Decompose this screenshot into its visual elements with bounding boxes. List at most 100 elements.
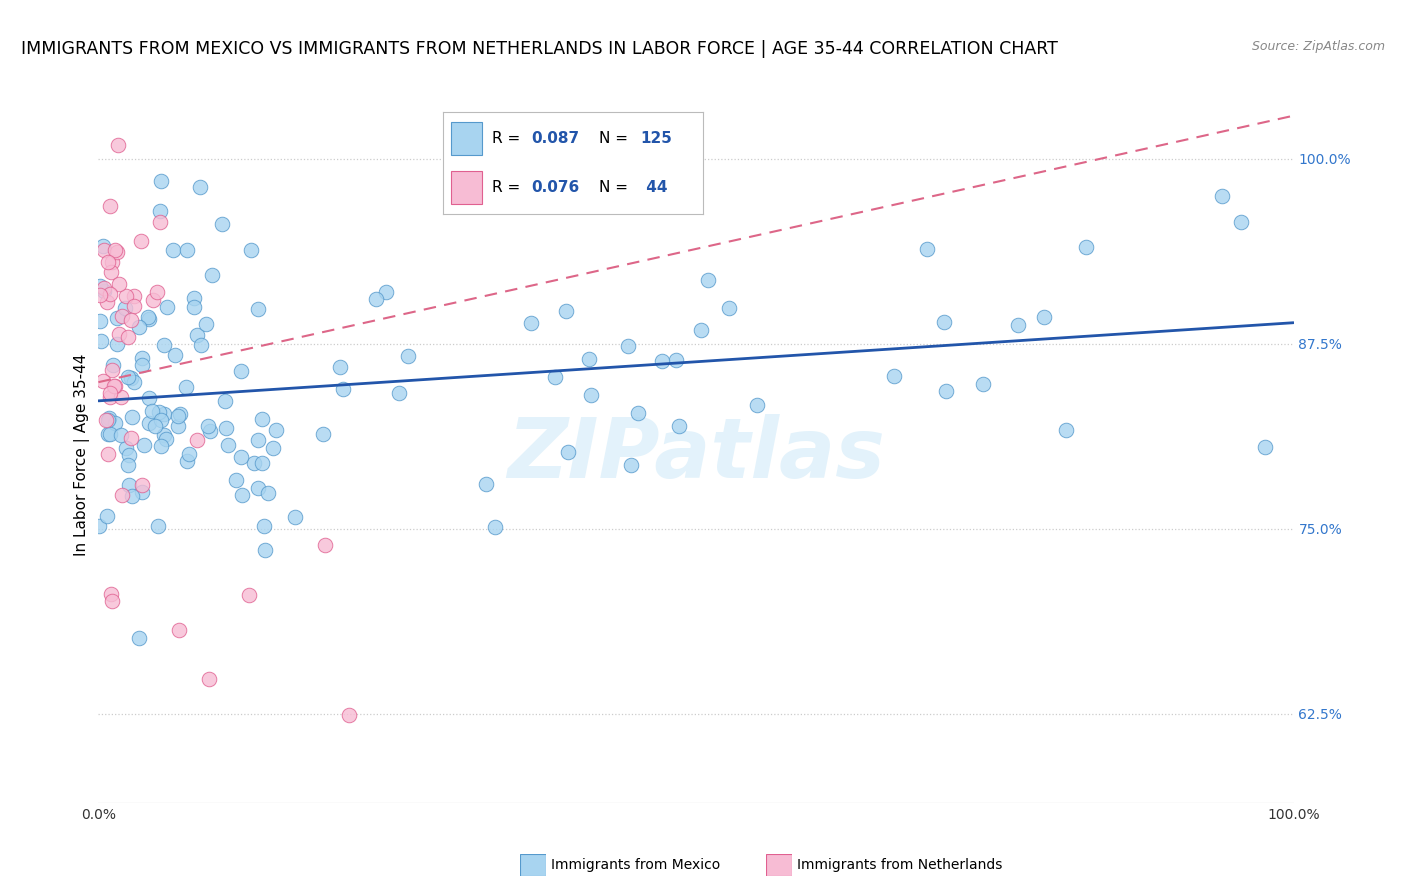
Point (117, 458, 139, 472)
Point (253, 519, 276, 533)
Point (138, 391, 160, 405)
Text: 0.087: 0.087 (531, 130, 579, 145)
Point (117, 330, 139, 344)
Point (105, 337, 128, 351)
Point (557, 444, 579, 458)
Point (243, 456, 266, 470)
Point (138, 312, 160, 326)
Point (167, 623, 190, 637)
Point (1054, 423, 1077, 437)
Point (329, 360, 352, 375)
Point (96, 295, 118, 310)
Point (257, 486, 280, 500)
Point (337, 708, 360, 723)
Point (96, 413, 118, 427)
Point (110, 310, 132, 324)
Point (200, 424, 222, 438)
Point (101, 359, 124, 373)
Text: 125: 125 (641, 130, 672, 145)
Point (176, 453, 198, 467)
Text: R =: R = (492, 130, 526, 145)
Point (121, 431, 143, 445)
Point (250, 412, 273, 426)
Point (120, 313, 142, 327)
Point (131, 478, 153, 492)
Point (104, 379, 127, 393)
Point (97, 255, 120, 269)
Point (177, 447, 200, 461)
Bar (451, 171, 482, 204)
Point (388, 386, 411, 401)
Point (115, 289, 138, 303)
Point (128, 631, 150, 645)
Point (107, 245, 129, 260)
Point (252, 456, 274, 470)
Point (87, 519, 110, 533)
Point (262, 441, 284, 455)
Point (107, 277, 129, 292)
Point (121, 410, 143, 425)
Point (148, 405, 170, 419)
Point (214, 393, 236, 408)
Point (544, 370, 567, 384)
Point (190, 338, 212, 352)
Point (366, 292, 388, 306)
Point (101, 593, 124, 607)
Text: R =: R = (492, 180, 526, 195)
Point (1211, 189, 1233, 203)
Point (117, 478, 139, 492)
Point (91, 239, 114, 253)
Point (1033, 310, 1056, 324)
Point (120, 371, 142, 385)
Point (555, 303, 578, 318)
Text: N =: N = (599, 180, 633, 195)
Point (136, 310, 159, 324)
Point (247, 482, 270, 496)
Point (149, 203, 172, 218)
Point (246, 433, 269, 447)
Point (668, 419, 690, 434)
Point (156, 300, 179, 314)
Point (153, 407, 176, 421)
Point (98, 390, 121, 404)
Point (917, 242, 939, 256)
Point (128, 320, 150, 334)
Point (284, 510, 307, 524)
Point (484, 520, 506, 534)
Point (166, 409, 188, 423)
Point (183, 300, 205, 314)
Bar (451, 122, 482, 154)
Point (665, 353, 688, 368)
Point (93, 281, 115, 295)
Point (98, 287, 121, 301)
Point (690, 323, 713, 337)
Point (165, 348, 187, 362)
Point (131, 358, 153, 372)
Point (153, 427, 176, 442)
Point (150, 439, 173, 453)
Point (146, 519, 169, 533)
Point (110, 428, 132, 442)
Point (239, 243, 262, 257)
Point (146, 285, 169, 299)
Point (183, 292, 205, 306)
Point (111, 488, 134, 502)
Point (972, 377, 994, 392)
Point (247, 302, 270, 317)
Point (627, 406, 650, 420)
Point (115, 441, 138, 455)
Point (101, 255, 124, 269)
Text: 44: 44 (641, 180, 666, 195)
Point (396, 350, 419, 364)
Point (579, 388, 602, 402)
Point (215, 421, 238, 435)
Point (166, 419, 188, 434)
Point (93, 285, 115, 299)
Point (176, 244, 198, 258)
Point (141, 403, 163, 417)
Point (201, 268, 224, 282)
Point (96, 508, 118, 523)
Point (197, 419, 219, 434)
Point (162, 243, 184, 257)
Text: N =: N = (599, 130, 633, 145)
